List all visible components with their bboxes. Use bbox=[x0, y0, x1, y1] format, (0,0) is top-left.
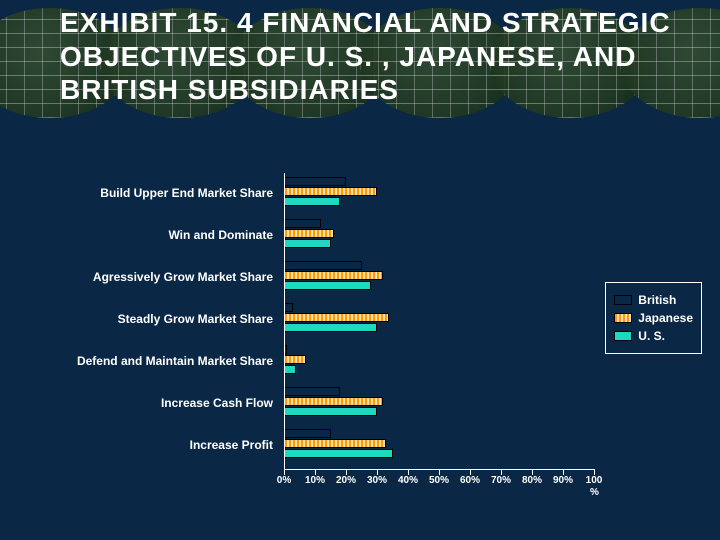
category-label: Increase Profit bbox=[32, 438, 277, 452]
legend-label: Japanese bbox=[638, 311, 693, 325]
legend: British Japanese U. S. bbox=[605, 282, 702, 354]
bar-us bbox=[284, 281, 371, 290]
bar-british bbox=[284, 177, 346, 186]
bar-us bbox=[284, 407, 377, 416]
category-label: Steadly Grow Market Share bbox=[32, 312, 277, 326]
legend-item-japanese: Japanese bbox=[614, 311, 693, 325]
legend-item-us: U. S. bbox=[614, 329, 693, 343]
bar-us bbox=[284, 239, 331, 248]
objectives-chart: Build Upper End Market Share Win and Domi… bbox=[32, 175, 692, 515]
bar-us bbox=[284, 365, 296, 374]
bar-british bbox=[284, 261, 362, 270]
bar-japanese bbox=[284, 271, 383, 280]
chart-row: Win and Dominate bbox=[32, 217, 692, 253]
category-label: Agressively Grow Market Share bbox=[32, 270, 277, 284]
chart-row: Steadly Grow Market Share bbox=[32, 301, 692, 337]
bar-british bbox=[284, 429, 331, 438]
bar-japanese bbox=[284, 355, 306, 364]
x-tick-label: 20% bbox=[336, 475, 356, 486]
category-label: Defend and Maintain Market Share bbox=[32, 354, 277, 368]
legend-label: British bbox=[638, 293, 676, 307]
bar-japanese bbox=[284, 397, 383, 406]
y-axis-line bbox=[284, 173, 285, 471]
x-tick-label: 40% bbox=[398, 475, 418, 486]
x-tick-label: 30% bbox=[367, 475, 387, 486]
chart-row: Defend and Maintain Market Share bbox=[32, 343, 692, 379]
chart-row: Increase Profit bbox=[32, 427, 692, 463]
category-label: Build Upper End Market Share bbox=[32, 186, 277, 200]
x-tick-label: 10% bbox=[305, 475, 325, 486]
x-tick-label: 80% bbox=[522, 475, 542, 486]
x-tick-label: 70% bbox=[491, 475, 511, 486]
category-label: Increase Cash Flow bbox=[32, 396, 277, 410]
x-tick-label: 60% bbox=[460, 475, 480, 486]
chart-row: Agressively Grow Market Share bbox=[32, 259, 692, 295]
bar-us bbox=[284, 323, 377, 332]
x-tick-label: 90% bbox=[553, 475, 573, 486]
x-tick-label: 0% bbox=[277, 475, 291, 486]
bar-british bbox=[284, 303, 293, 312]
chart-row: Increase Cash Flow bbox=[32, 385, 692, 421]
category-label: Win and Dominate bbox=[32, 228, 277, 242]
x-tick-label: 50% bbox=[429, 475, 449, 486]
legend-label: U. S. bbox=[638, 329, 665, 343]
x-tick-label: 100 bbox=[586, 475, 603, 486]
bar-japanese bbox=[284, 313, 389, 322]
chart-row: Build Upper End Market Share bbox=[32, 175, 692, 211]
bar-us bbox=[284, 449, 393, 458]
bar-japanese bbox=[284, 187, 377, 196]
bar-japanese bbox=[284, 439, 386, 448]
x-axis-sublabel: % bbox=[590, 487, 599, 498]
bar-british bbox=[284, 387, 340, 396]
page-title: EXHIBIT 15. 4 FINANCIAL AND STRATEGIC OB… bbox=[60, 6, 690, 107]
x-axis: 0%10%20%30%40%50%60%70%80%90%100 bbox=[284, 469, 594, 499]
bar-japanese bbox=[284, 229, 334, 238]
bar-us bbox=[284, 197, 340, 206]
bar-british bbox=[284, 219, 321, 228]
legend-item-british: British bbox=[614, 293, 693, 307]
